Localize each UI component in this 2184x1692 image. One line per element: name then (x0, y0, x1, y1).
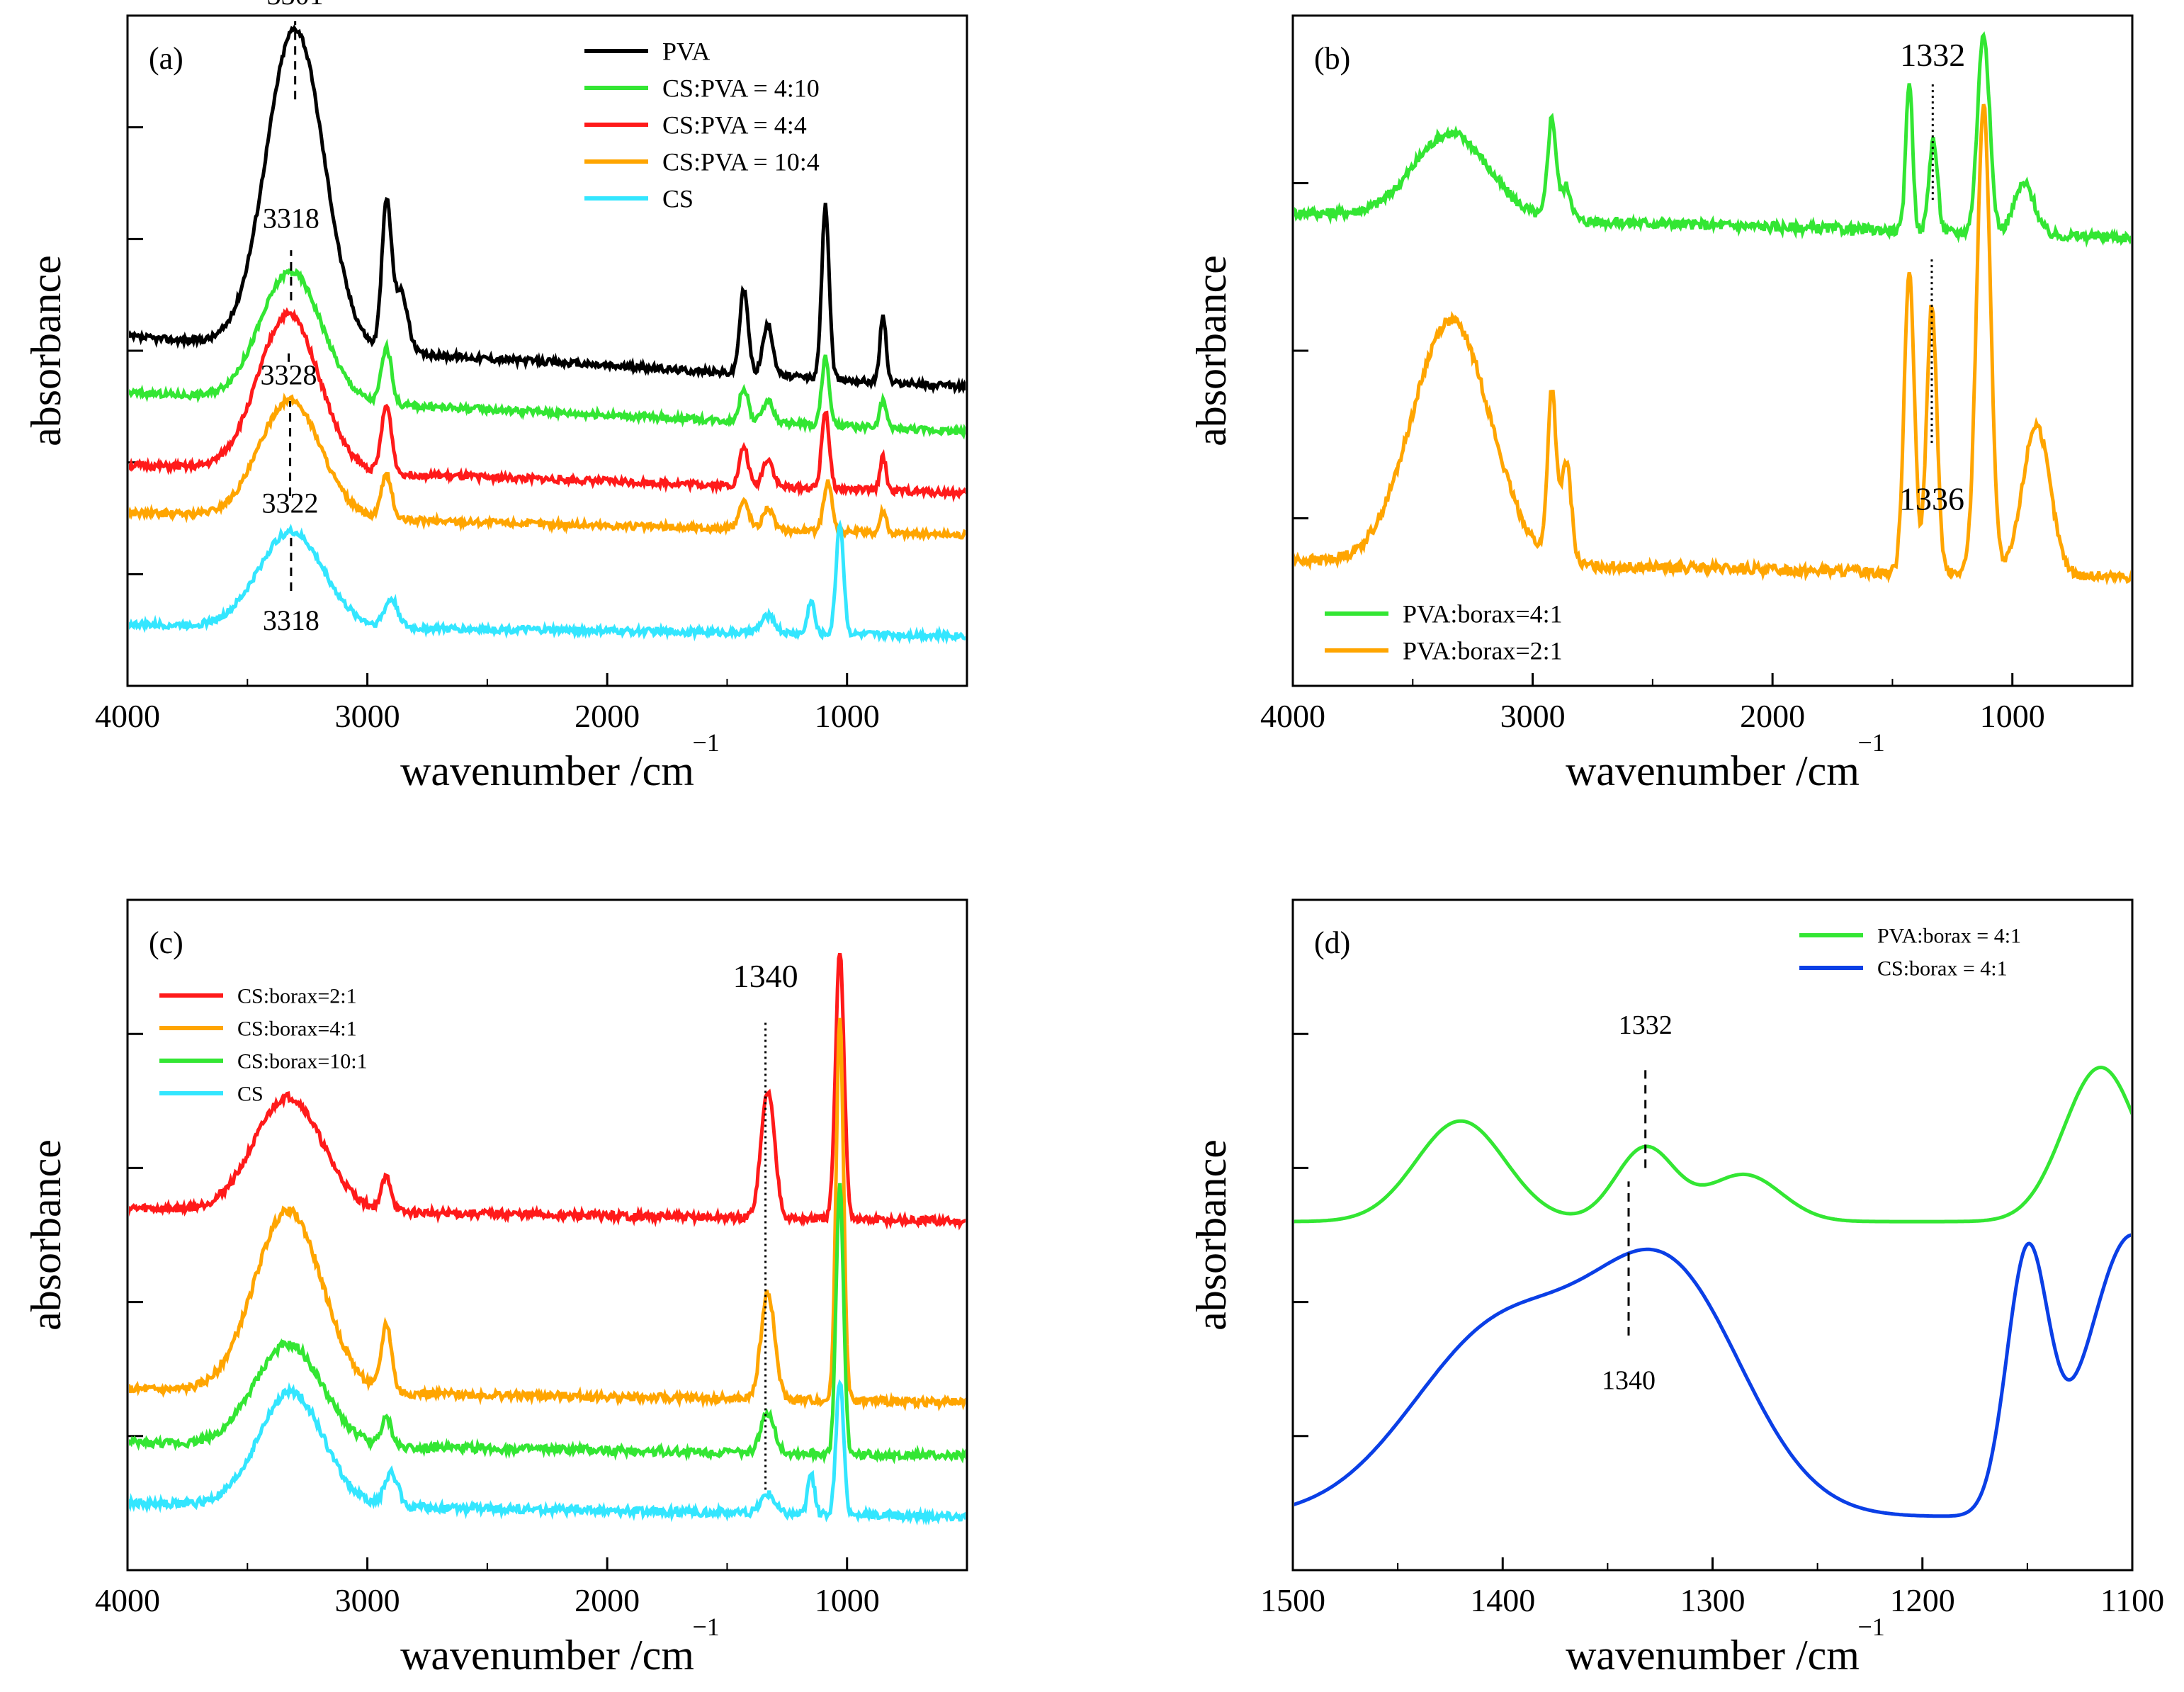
x-tick-label: 1400 (1470, 1582, 1535, 1618)
series-line (1294, 31, 2131, 248)
legend-entry: CS:PVA = 4:4 (662, 111, 807, 140)
annotation-label: 1340 (1602, 1366, 1656, 1396)
x-tick-label: 1500 (1260, 1582, 1325, 1618)
x-axis-title: wavenumber /cm (400, 748, 694, 794)
x-axis-unit-exponent: −1 (1858, 1613, 1885, 1641)
panel-label: (b) (1314, 41, 1350, 76)
x-tick-label: 4000 (95, 1582, 160, 1618)
x-axis-unit-exponent: −1 (693, 1613, 720, 1641)
legend-entry: CS:PVA = 4:10 (662, 74, 820, 103)
x-axis-title: wavenumber /cm (1566, 1632, 1860, 1679)
series-line (129, 393, 966, 543)
series-line (129, 24, 966, 395)
series-line (1294, 103, 2131, 586)
plot-frame (1291, 898, 2134, 1572)
panel-a: 4000 3000 2000 1000 wavenumber /cm−1 absorban… (23, 0, 968, 794)
legend-entry: CS:borax=2:1 (237, 985, 357, 1008)
x-tick-label: 4000 (95, 698, 160, 734)
plot-frame (126, 898, 968, 1572)
series-line (1294, 1065, 2131, 1224)
x-tick-label: 3000 (335, 1582, 400, 1618)
annotation-label: 1340 (733, 958, 798, 994)
x-axis-title: wavenumber /cm (400, 1632, 694, 1679)
panel-label: (c) (149, 925, 183, 960)
x-tick-label: 1100 (2100, 1582, 2164, 1618)
x-tick-label: 1200 (1890, 1582, 1955, 1618)
legend-entry: CS:borax=4:1 (237, 1017, 357, 1041)
annotation-label: 3322 (262, 487, 319, 519)
series-line (129, 952, 966, 1231)
x-axis-unit-exponent: −1 (693, 728, 720, 757)
series-line (129, 1017, 966, 1411)
legend-entry: CS (237, 1083, 264, 1106)
annotation-label: 1332 (1900, 37, 1965, 73)
legend-entry: PVA:borax=4:1 (1403, 600, 1563, 628)
annotation-label: 1336 (1899, 481, 1964, 517)
panel-d: 1500 1400 1300 1200 1100 wavenumber /cm−1 abso… (1188, 898, 2164, 1679)
y-axis-title: absorbance (1188, 1139, 1235, 1331)
annotation-label: 3318 (263, 203, 319, 235)
annotation-label: 3301 (267, 0, 324, 11)
panel-label: (d) (1314, 925, 1350, 960)
plot-frame (1291, 14, 2134, 687)
plot-frame (126, 14, 968, 687)
series-line (129, 307, 966, 503)
legend-entry: PVA:borax = 4:1 (1877, 925, 2021, 948)
x-tick-label: 1000 (815, 698, 880, 734)
panel-label: (a) (149, 41, 183, 76)
legend-entry: PVA (662, 38, 710, 66)
legend-entry: CS:borax = 4:1 (1877, 957, 2008, 981)
x-tick-label: 2000 (575, 698, 640, 734)
annotation-label: 1332 (1619, 1010, 1673, 1040)
series-line (129, 519, 966, 645)
series-line (1294, 1233, 2131, 1518)
y-axis-title: absorbance (1188, 255, 1235, 446)
x-tick-label: 1300 (1680, 1582, 1745, 1618)
panel-c: 4000 3000 2000 1000 wavenumber /cm−1 absorban… (23, 898, 968, 1679)
annotation-label: 3328 (261, 359, 317, 390)
x-tick-label: 4000 (1260, 698, 1325, 734)
x-tick-label: 2000 (1740, 698, 1805, 734)
x-axis-title: wavenumber /cm (1566, 748, 1860, 794)
x-tick-label: 1000 (815, 1582, 880, 1618)
legend-entry: CS:borax=10:1 (237, 1050, 368, 1073)
y-axis-title: absorbance (23, 1139, 69, 1331)
legend-entry: CS:PVA = 10:4 (662, 148, 820, 176)
x-axis-unit-exponent: −1 (1858, 728, 1885, 757)
annotation-label: 3318 (263, 604, 319, 636)
y-axis-title: absorbance (23, 255, 69, 446)
panel-b: 4000 3000 2000 1000 wavenumber /cm−1 absorban… (1188, 14, 2134, 794)
x-tick-label: 3000 (335, 698, 400, 734)
legend-entry: CS (662, 185, 694, 213)
series-line (129, 1379, 966, 1526)
x-tick-label: 1000 (1980, 698, 2045, 734)
legend-entry: PVA:borax=2:1 (1403, 637, 1563, 665)
series-line (129, 1183, 966, 1465)
x-tick-label: 3000 (1500, 698, 1566, 734)
x-tick-label: 2000 (575, 1582, 640, 1618)
series-line (129, 268, 966, 440)
